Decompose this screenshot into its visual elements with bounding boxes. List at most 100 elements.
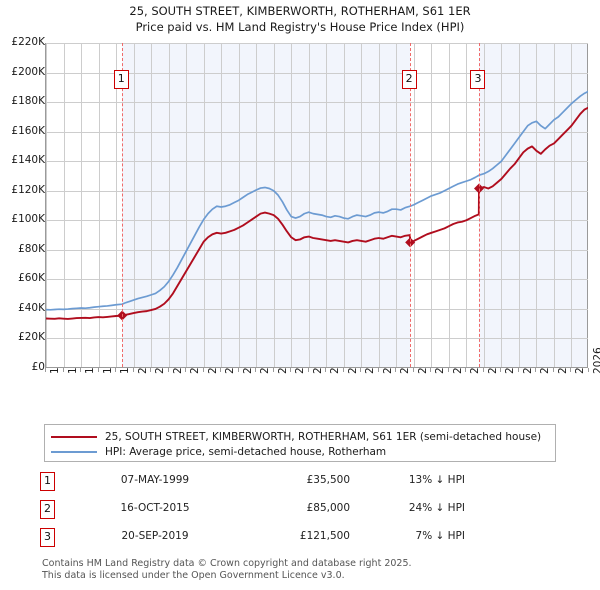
txn-delta: 24% ↓ HPI <box>408 502 465 514</box>
marker-badge-3[interactable]: 3 <box>470 70 486 89</box>
x-axis-tick-mark <box>133 368 134 372</box>
y-axis-tick-label: £160K <box>11 124 45 137</box>
gridline-vertical <box>169 43 170 367</box>
chart-footer: Contains HM Land Registry data © Crown c… <box>42 558 582 582</box>
gridline-vertical <box>291 43 292 367</box>
gridline-vertical <box>134 43 135 367</box>
chart-title-block: 25, SOUTH STREET, KIMBERWORTH, ROTHERHAM… <box>0 3 600 35</box>
gridline-horizontal <box>46 220 588 221</box>
gridline-vertical <box>221 43 222 367</box>
marker-line-1 <box>122 43 124 367</box>
ownership-band-1 <box>122 43 411 367</box>
marker-badge-1[interactable]: 1 <box>113 70 129 89</box>
plot-right-border <box>587 43 588 367</box>
table-row[interactable]: 3 20-SEP-2019 £121,500 7% ↓ HPI <box>40 526 465 554</box>
gridline-horizontal <box>46 250 588 251</box>
gridline-horizontal <box>46 43 588 44</box>
gridline-vertical <box>81 43 82 367</box>
legend-swatch-hpi <box>51 450 97 453</box>
x-axis-tick-label: 2026 <box>592 347 600 374</box>
y-axis: £0 £20K £40K £60K £80K £100K £120K £140K £160K £1… <box>0 0 45 380</box>
x-axis-tick-mark <box>360 368 361 372</box>
x-axis-tick-mark <box>115 368 116 372</box>
series-line-price-paid <box>46 106 588 320</box>
gridline-vertical <box>186 43 187 367</box>
gridline-vertical <box>361 43 362 367</box>
x-axis-tick-mark <box>570 368 571 372</box>
gridline-vertical <box>204 43 205 367</box>
x-axis-tick-mark <box>255 368 256 372</box>
txn-date: 07-MAY-1999 <box>120 474 190 486</box>
gridline-vertical <box>256 43 257 367</box>
gridline-horizontal <box>46 191 588 192</box>
chart-legend: 25, SOUTH STREET, KIMBERWORTH, ROTHERHAM… <box>44 424 556 462</box>
gridline-vertical <box>64 43 65 367</box>
x-axis-tick-mark <box>378 368 379 372</box>
gridline-horizontal <box>46 102 588 103</box>
x-axis-tick-mark <box>45 368 46 372</box>
y-axis-tick-label: £140K <box>11 154 45 167</box>
legend-label-hpi: HPI: Average price, semi-detached house,… <box>105 445 387 458</box>
gridline-horizontal <box>46 161 588 162</box>
table-row[interactable]: 1 07-MAY-1999 £35,500 13% ↓ HPI <box>40 470 465 498</box>
x-axis-tick-mark <box>413 368 414 372</box>
x-axis-tick-mark <box>273 368 274 372</box>
gridline-horizontal <box>46 73 588 74</box>
txn-badge-2[interactable]: 2 <box>40 500 55 519</box>
gridline-vertical <box>396 43 397 367</box>
txn-price: £35,500 <box>306 474 350 486</box>
gridline-vertical <box>536 43 537 367</box>
x-axis-tick-mark <box>535 368 536 372</box>
x-axis-tick-mark <box>343 368 344 372</box>
txn-delta: 13% ↓ HPI <box>408 474 465 486</box>
gridline-vertical <box>151 43 152 367</box>
gridline-vertical <box>274 43 275 367</box>
series-line-hpi <box>46 90 588 311</box>
x-axis-tick-mark <box>465 368 466 372</box>
x-axis-tick-mark <box>220 368 221 372</box>
x-axis-tick-mark <box>483 368 484 372</box>
marker-badge-2[interactable]: 2 <box>401 70 417 89</box>
gridline-horizontal <box>46 279 588 280</box>
x-axis-tick-mark <box>290 368 291 372</box>
y-axis-tick-label: £40K <box>18 301 45 314</box>
x-axis-tick-mark <box>430 368 431 372</box>
footer-copyright: Contains HM Land Registry data © Crown c… <box>42 558 412 569</box>
plot-area <box>45 43 588 368</box>
gridline-vertical <box>344 43 345 367</box>
marker-line-2 <box>410 43 412 367</box>
x-axis-tick-mark <box>395 368 396 372</box>
txn-badge-3[interactable]: 3 <box>40 528 55 547</box>
gridline-vertical <box>46 43 47 367</box>
txn-badge-1[interactable]: 1 <box>40 472 55 491</box>
y-axis-tick-label: £0 <box>31 361 45 373</box>
gridline-horizontal <box>46 309 588 310</box>
gridline-vertical <box>571 43 572 367</box>
y-axis-tick-label: £220K <box>11 36 45 48</box>
gridline-vertical <box>449 43 450 367</box>
y-axis-tick-label: £20K <box>18 331 45 344</box>
y-axis-tick-label: £80K <box>18 242 45 255</box>
txn-price: £121,500 <box>299 530 350 542</box>
table-row[interactable]: 2 16-OCT-2015 £85,000 24% ↓ HPI <box>40 498 465 526</box>
gridline-horizontal <box>46 132 588 133</box>
gridline-vertical <box>519 43 520 367</box>
gridline-vertical <box>466 43 467 367</box>
x-axis-tick-mark <box>150 368 151 372</box>
y-axis-tick-label: £60K <box>18 272 45 285</box>
footer-licence: This data is licensed under the Open Gov… <box>42 570 345 581</box>
txn-date: 16-OCT-2015 <box>120 502 190 514</box>
marker-line-3 <box>478 43 480 367</box>
x-axis-tick-mark <box>168 368 169 372</box>
gridline-vertical <box>484 43 485 367</box>
x-axis-tick-mark <box>308 368 309 372</box>
legend-swatch-price-paid <box>51 435 97 438</box>
legend-item-price-paid: 25, SOUTH STREET, KIMBERWORTH, ROTHERHAM… <box>51 429 549 444</box>
x-axis-tick-mark <box>500 368 501 372</box>
y-axis-tick-label: £180K <box>11 95 45 108</box>
x-axis-tick-mark <box>63 368 64 372</box>
ownership-band-2 <box>478 43 588 367</box>
txn-delta: 7% ↓ HPI <box>415 530 465 542</box>
x-axis-tick-mark <box>238 368 239 372</box>
y-axis-tick-label: £120K <box>11 183 45 196</box>
